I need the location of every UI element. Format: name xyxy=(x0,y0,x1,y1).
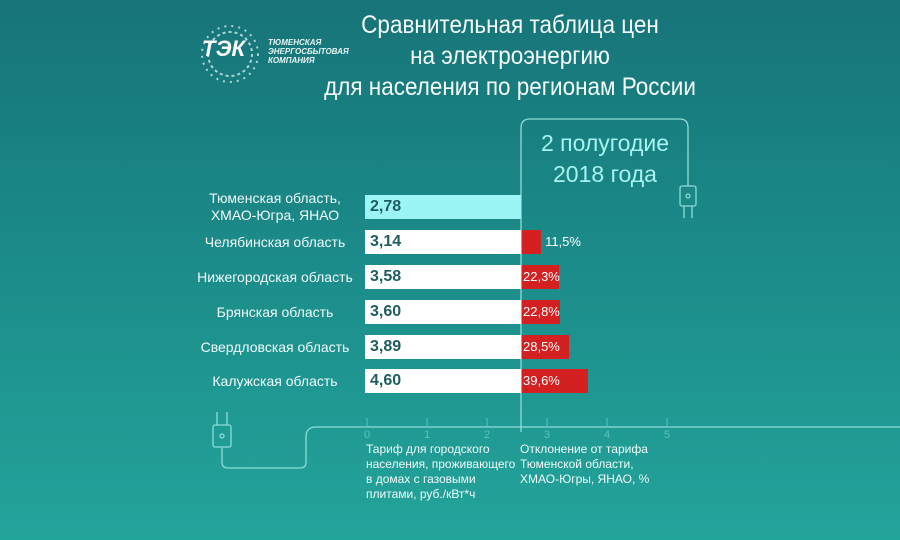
title-line: на электроэнергию xyxy=(410,42,610,70)
legend-line: ХМАО-Югры, ЯНАО, % xyxy=(520,472,650,486)
tick-label: 3 xyxy=(543,429,551,441)
region-label-line: ХМАО-Югра, ЯНАО xyxy=(210,207,340,223)
title-line: Сравнительная таблица цен xyxy=(361,11,659,39)
legend-deviation: Отклонение от тарифа Тюменской области, … xyxy=(520,442,649,487)
tariff-bar xyxy=(365,335,521,359)
deviation-value: 28,5% xyxy=(523,339,560,354)
logo-mark: ТЭК xyxy=(202,36,246,61)
tick-label: 5 xyxy=(663,429,671,441)
region-label-line: Свердловская область xyxy=(200,338,350,355)
plug-left-icon xyxy=(212,412,232,448)
logo-line: КОМПАНИЯ xyxy=(268,56,315,65)
period-frame xyxy=(520,118,689,432)
region-label: Калужская область xyxy=(190,373,360,390)
region-label: Свердловская область xyxy=(190,339,360,356)
logo-line: ЭНЕРГОСБЫТОВАЯ xyxy=(268,47,349,56)
region-label-line: Нижегородская область xyxy=(197,268,353,285)
tick-label: 4 xyxy=(603,429,611,441)
legend-line: плитами, руб./кВт*ч xyxy=(366,487,476,501)
region-label-line: Брянская область xyxy=(216,303,334,320)
tariff-bar xyxy=(365,300,521,324)
deviation-value: 22,8% xyxy=(523,304,560,319)
deviation-value: 11,5% xyxy=(545,234,581,249)
region-label: Брянская область xyxy=(190,304,360,321)
legend-line: в домах с газовыми xyxy=(366,472,476,486)
tariff-value: 2,78 xyxy=(370,198,402,215)
period-line: 2 полугодие xyxy=(540,130,670,156)
tariff-value: 4,60 xyxy=(370,372,402,389)
plug-right-icon xyxy=(679,185,697,218)
page-title: Сравнительная таблица цен на электроэнер… xyxy=(321,10,699,103)
deviation-value: 39,6% xyxy=(523,373,560,388)
tariff-value: 3,14 xyxy=(370,233,402,250)
tariff-bar xyxy=(365,265,521,289)
deviation-bar xyxy=(522,230,542,254)
company-logo: ТЭК ТЮМЕНСКАЯ ЭНЕРГОСБЫТОВАЯ КОМПАНИЯ xyxy=(192,20,382,90)
tariff-value: 3,60 xyxy=(370,303,402,320)
region-label-line: Калужская область xyxy=(212,372,338,389)
region-label-line: Тюменская область, xyxy=(209,190,341,206)
tariff-bar xyxy=(365,230,521,254)
title-line: для населения по регионам России xyxy=(324,73,696,101)
period-label: 2 полугодие 2018 года xyxy=(530,128,680,190)
deviation-bar xyxy=(522,265,560,289)
deviation-bar xyxy=(522,369,588,393)
axis-cable xyxy=(221,426,900,469)
deviation-bar xyxy=(522,300,560,324)
deviation-bar xyxy=(522,335,570,359)
period-line: 2018 года xyxy=(553,161,657,187)
legend-line: населения, проживающего xyxy=(366,457,516,471)
tick-label: 0 xyxy=(363,429,371,441)
tariff-value: 3,58 xyxy=(370,268,402,285)
legend-line: Тюменской области, xyxy=(520,457,634,471)
sun-logo-icon xyxy=(201,25,259,83)
deviation-value: 22,3% xyxy=(523,269,560,284)
tariff-value: 3,89 xyxy=(370,338,402,355)
legend-line: Отклонение от тарифа xyxy=(520,442,648,456)
logo-line: ТЮМЕНСКАЯ xyxy=(268,38,322,47)
tick-label: 2 xyxy=(483,429,491,441)
legend-tariff: Тариф для городского населения, проживаю… xyxy=(366,442,515,502)
legend-line: Тариф для городского xyxy=(366,442,490,456)
region-label: Челябинская область xyxy=(190,234,360,251)
region-label-line: Челябинская область xyxy=(204,233,346,250)
base-tariff-bar xyxy=(365,195,521,219)
tick-label: 1 xyxy=(423,429,431,441)
region-label: Нижегородская область xyxy=(190,269,360,286)
region-label: Тюменская область, ХМАО-Югра, ЯНАО xyxy=(190,190,360,224)
tariff-bar xyxy=(365,369,521,393)
